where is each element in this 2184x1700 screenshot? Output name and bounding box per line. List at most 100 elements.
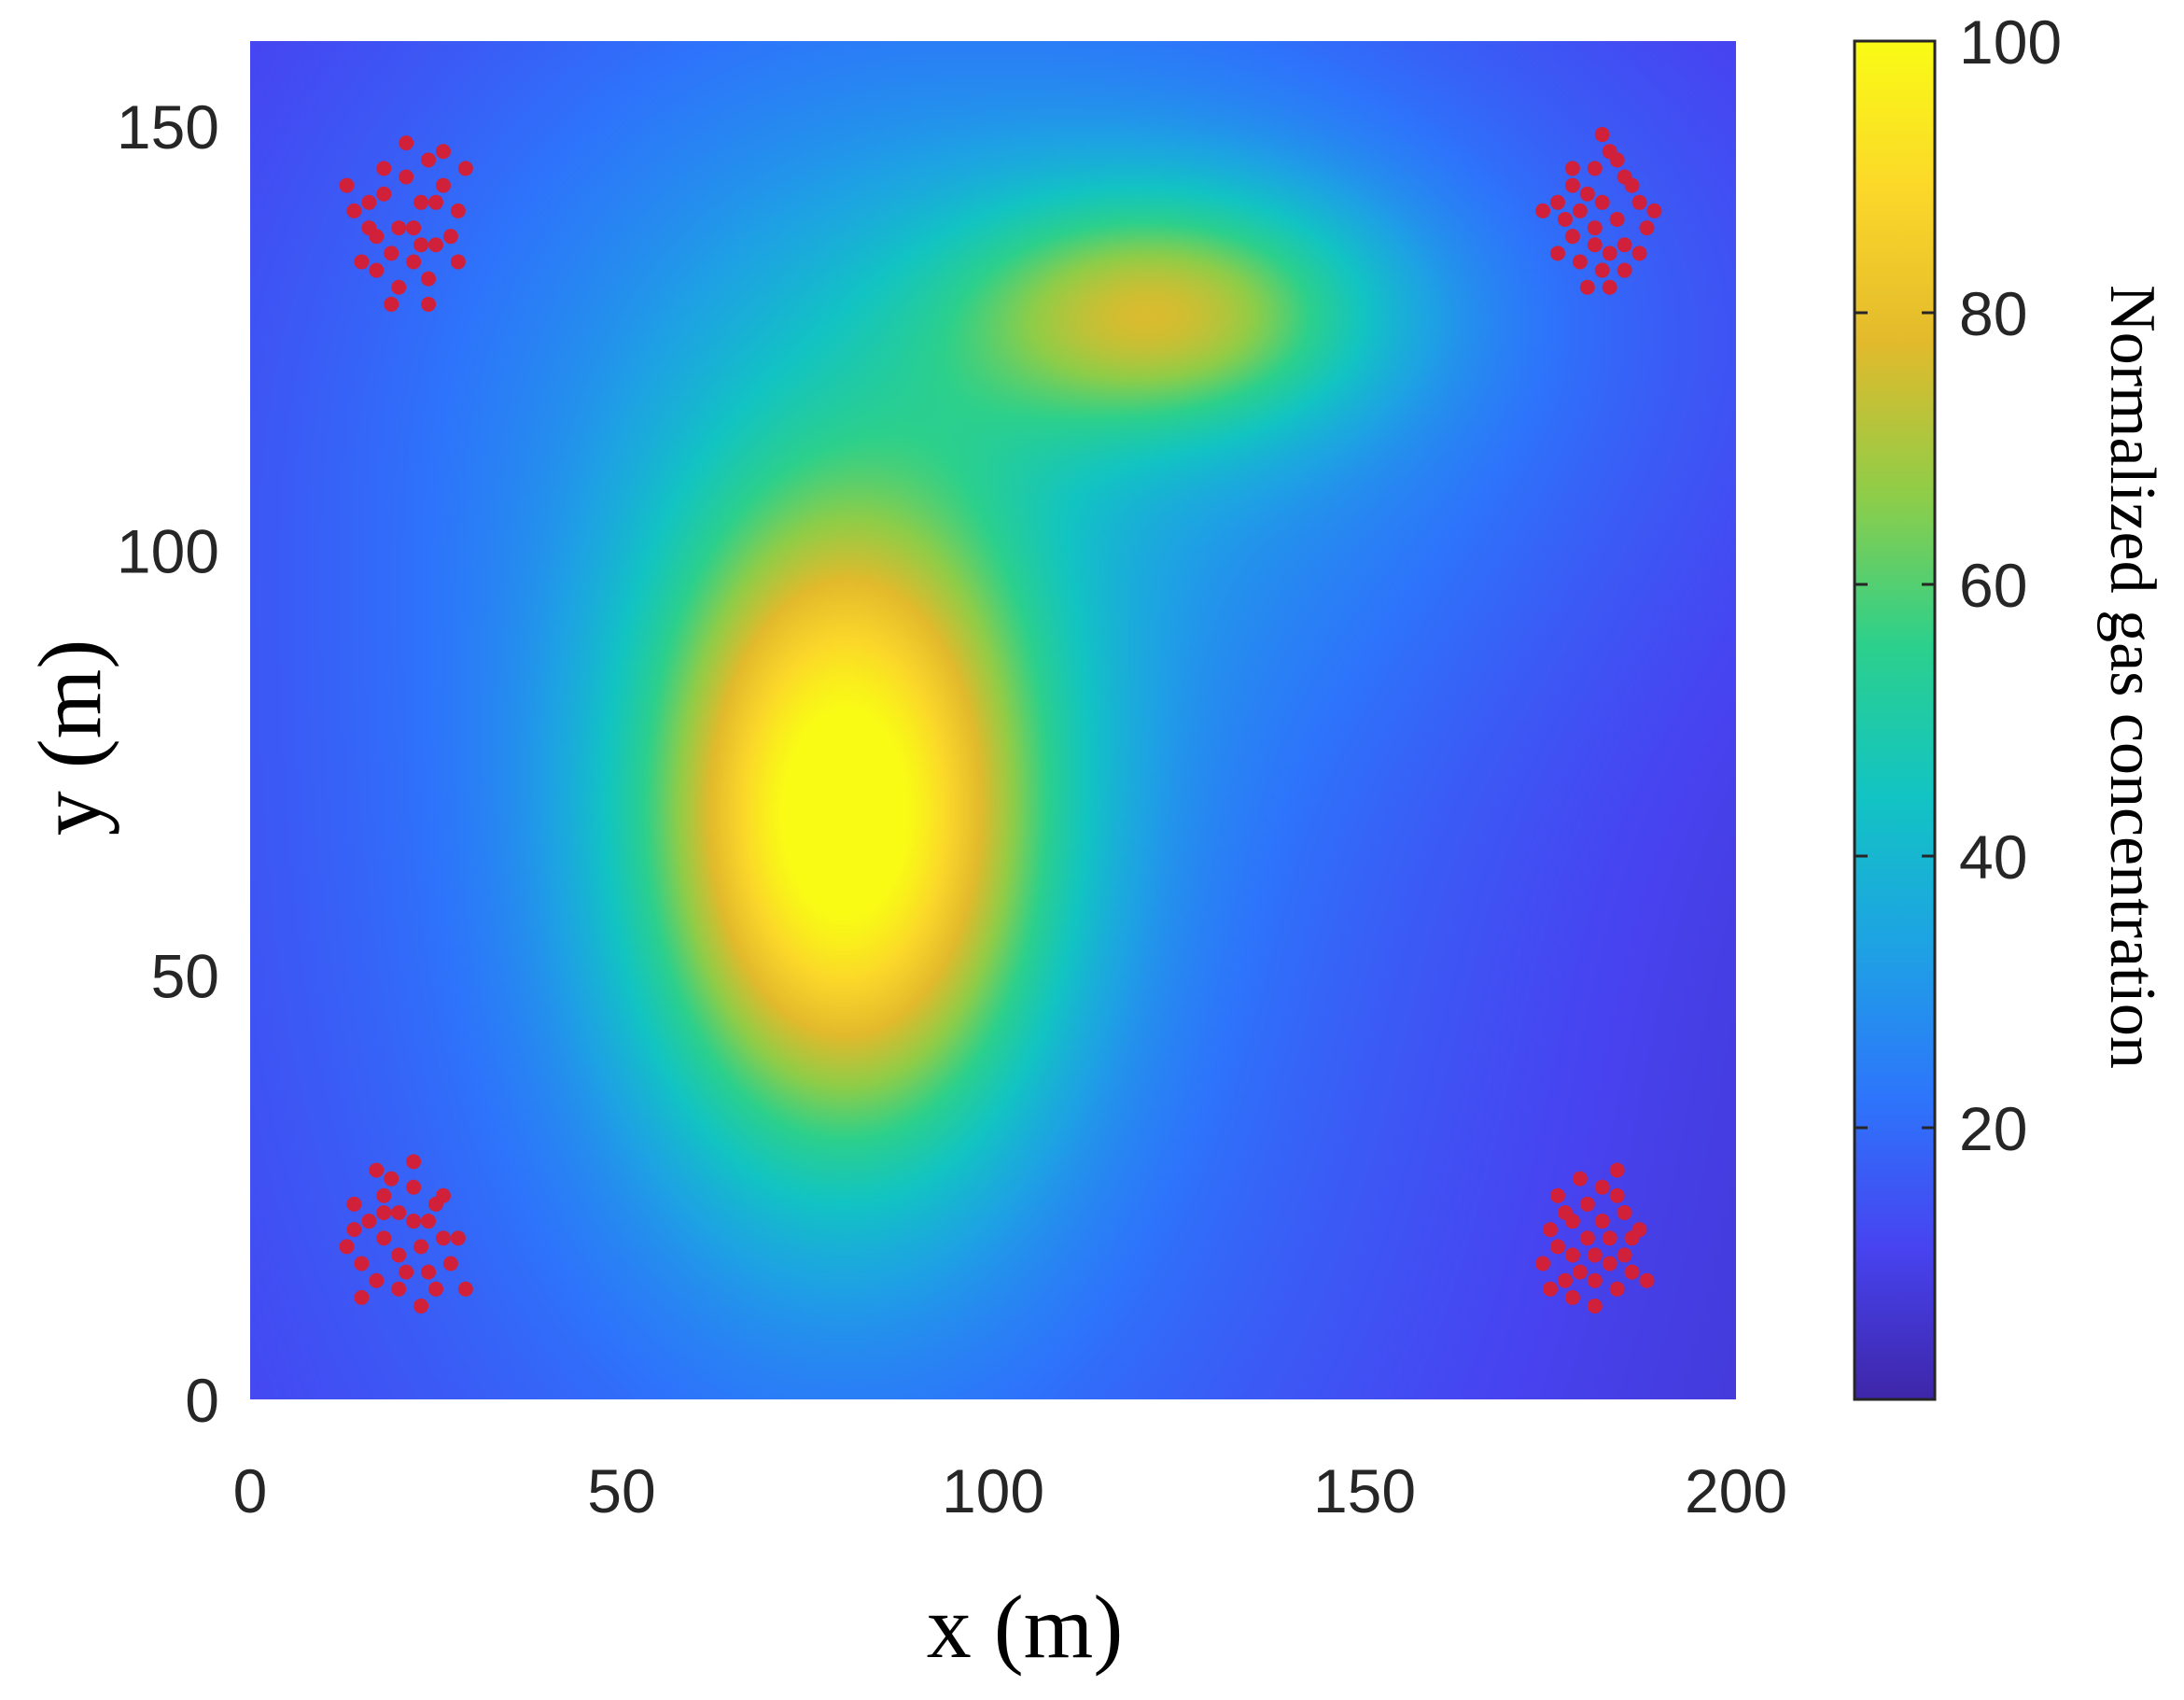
scatter-point — [421, 271, 437, 287]
scatter-point — [406, 1214, 422, 1229]
scatter-point — [442, 1256, 458, 1271]
scatter-point — [1579, 186, 1595, 202]
scatter-point — [1572, 1264, 1588, 1280]
scatter-point — [1639, 1272, 1655, 1288]
scatter-point — [1587, 161, 1603, 176]
scatter-point — [1602, 279, 1617, 295]
scatter-point — [1557, 1204, 1573, 1220]
scatter-point — [1564, 177, 1580, 193]
colorbar-tick-label: 80 — [1959, 279, 2027, 348]
scatter-point — [1594, 1214, 1610, 1229]
scatter-point — [399, 169, 414, 185]
scatter-point — [435, 144, 451, 160]
scatter-point — [1609, 1187, 1625, 1203]
scatter-point — [1594, 127, 1610, 143]
concentration-heatmap — [250, 41, 1736, 1399]
scatter-point — [1646, 203, 1662, 218]
x-axis-label: x (m) — [927, 1577, 1124, 1677]
scatter-point — [369, 1272, 385, 1288]
scatter-point — [457, 1281, 473, 1297]
scatter-point — [1564, 1289, 1580, 1305]
scatter-point — [450, 254, 466, 270]
scatter-point — [1564, 1247, 1580, 1263]
y-axis-ticks: 0 50 100 150 — [117, 92, 219, 1435]
scatter-point — [1579, 1196, 1595, 1212]
scatter-point — [1572, 1171, 1588, 1187]
scatter-point — [421, 152, 437, 168]
scatter-point — [399, 135, 414, 151]
x-tick-label: 100 — [942, 1456, 1044, 1525]
y-tick-label: 150 — [117, 92, 219, 162]
scatter-point — [406, 220, 422, 236]
scatter-point — [1617, 1204, 1632, 1220]
scatter-point — [1549, 246, 1565, 261]
cluster-bottom-right — [1535, 1162, 1655, 1314]
scatter-point — [361, 220, 377, 236]
scatter-point — [1557, 211, 1573, 227]
scatter-point — [435, 1187, 451, 1203]
x-tick-label: 50 — [587, 1456, 655, 1525]
scatter-point — [1594, 1179, 1610, 1195]
scatter-point — [1609, 152, 1625, 168]
scatter-point — [361, 1214, 377, 1229]
colorbar-tick-label: 60 — [1959, 551, 2027, 620]
colorbar-tick-label: 100 — [1959, 7, 2062, 77]
scatter-point — [413, 1239, 429, 1255]
scatter-point — [339, 1239, 355, 1255]
scatter-point — [406, 1179, 422, 1195]
scatter-point — [354, 1289, 370, 1305]
scatter-point — [354, 1256, 370, 1271]
scatter-point — [1572, 254, 1588, 270]
scatter-point — [369, 1162, 385, 1178]
scatter-point — [413, 237, 429, 253]
scatter-point — [376, 1204, 392, 1220]
colorbar-tick-label: 40 — [1959, 822, 2027, 892]
scatter-point — [1549, 1239, 1565, 1255]
scatter-point — [1639, 220, 1655, 236]
scatter-point — [428, 237, 443, 253]
x-axis-ticks: 0 50 100 150 200 — [233, 1456, 1787, 1525]
scatter-point — [346, 1222, 362, 1238]
scatter-point — [421, 1264, 437, 1280]
scatter-point — [1602, 1230, 1617, 1246]
x-tick-label: 0 — [233, 1456, 268, 1525]
colorbar-gradient — [1853, 39, 1937, 1401]
scatter-point — [376, 1230, 392, 1246]
scatter-point — [428, 1281, 443, 1297]
colorbar-tick-label: 20 — [1959, 1094, 2027, 1163]
scatter-point — [413, 1298, 429, 1314]
scatter-point — [361, 194, 377, 210]
y-tick-label: 100 — [117, 517, 219, 586]
scatter-point — [1602, 1256, 1617, 1271]
scatter-point — [391, 1204, 407, 1220]
scatter-point — [1549, 1187, 1565, 1203]
scatter-point — [421, 1214, 437, 1229]
scatter-point — [1549, 194, 1565, 210]
scatter-point — [1631, 246, 1647, 261]
scatter-point — [369, 262, 385, 278]
y-tick-label: 0 — [185, 1366, 219, 1435]
scatter-point — [1617, 1247, 1632, 1263]
scatter-point — [457, 161, 473, 176]
scatter-point — [413, 194, 429, 210]
x-tick-label: 200 — [1685, 1456, 1787, 1525]
scatter-point — [391, 1247, 407, 1263]
scatter-point — [1609, 211, 1625, 227]
scatter-point — [384, 1171, 399, 1187]
scatter-point — [1557, 1272, 1573, 1288]
scatter-point — [346, 1196, 362, 1212]
scatter-point — [1579, 279, 1595, 295]
scatter-point — [1587, 1247, 1603, 1263]
cluster-top-right — [1535, 127, 1662, 295]
scatter-point — [339, 177, 355, 193]
scatter-point — [384, 246, 399, 261]
scatter-point — [1587, 1298, 1603, 1314]
scatter-point — [1543, 1281, 1558, 1297]
scatter-point — [1572, 203, 1588, 218]
y-tick-label: 50 — [151, 941, 219, 1010]
scatter-point — [1587, 220, 1603, 236]
y-axis-label: y (m) — [20, 639, 119, 836]
scatter-point — [1535, 1256, 1551, 1271]
scatter-point — [346, 203, 362, 218]
colorbar-label: Normalized gas concentration — [2096, 285, 2168, 1069]
